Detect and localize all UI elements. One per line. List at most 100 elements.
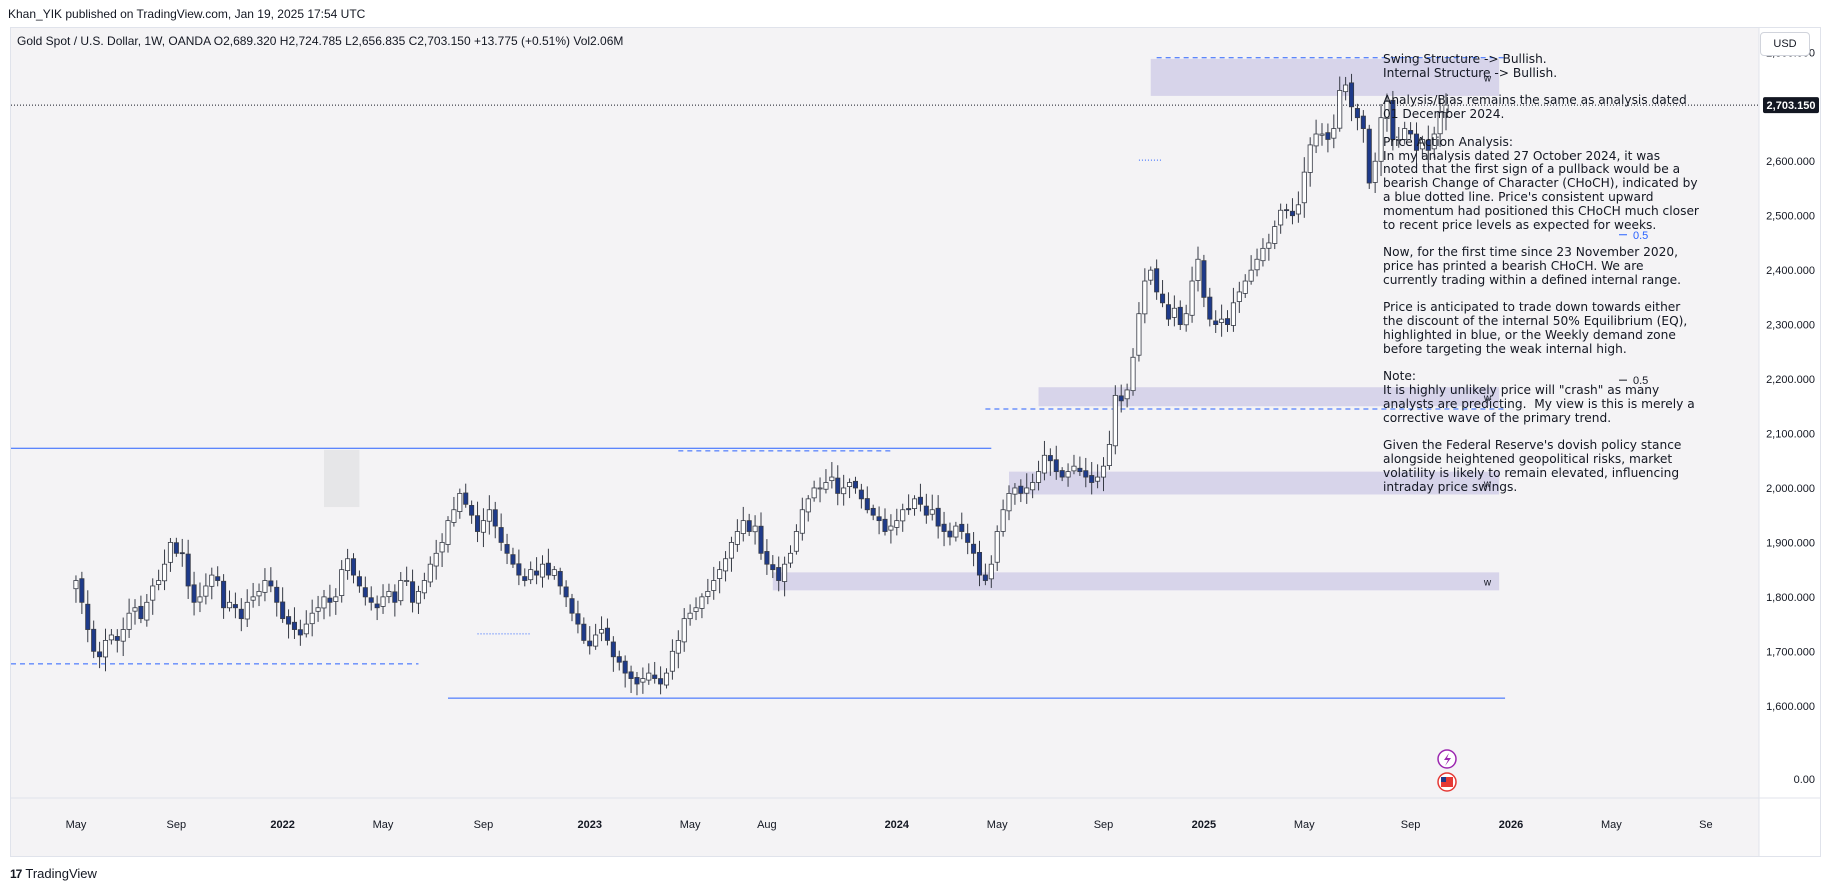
candle-up [717, 569, 723, 579]
candle-down [1349, 82, 1355, 108]
candle-up [303, 623, 309, 635]
candle-down [392, 591, 398, 603]
candle-down [1366, 128, 1372, 184]
candle-up [693, 607, 699, 612]
candle-up [256, 591, 262, 597]
candle-down [374, 603, 380, 609]
candle-down [522, 576, 528, 581]
candle-up [1012, 487, 1018, 495]
candle-down [923, 505, 929, 516]
candle-down [327, 597, 333, 603]
candle-up [120, 629, 126, 642]
candle-down [557, 571, 563, 587]
candle-down [498, 527, 504, 543]
candle-down [1354, 108, 1360, 119]
candle-up [528, 569, 534, 581]
candle-up [1384, 100, 1390, 119]
price-tick-label: 2,600.000 [1766, 156, 1815, 168]
candle-down [870, 507, 876, 516]
candle-down [1408, 130, 1414, 135]
candle-up [421, 580, 427, 594]
candle-down [291, 621, 297, 630]
time-tick-label: 2022 [270, 819, 294, 831]
candle-up [162, 563, 168, 582]
candle-down [504, 544, 510, 554]
candle-up [1100, 465, 1107, 478]
candle-up [108, 634, 114, 641]
candle-up [203, 585, 209, 597]
candle-down [835, 477, 841, 494]
candle-up [1236, 291, 1242, 302]
candle-up [1136, 313, 1142, 356]
candle-down [114, 636, 120, 641]
candle-up [699, 596, 705, 609]
candle-down [746, 520, 752, 532]
candle-down [1118, 395, 1124, 402]
candle-up [1041, 454, 1047, 474]
candle-down [232, 604, 238, 609]
time-tick-label: May [680, 819, 701, 831]
candle-up [894, 520, 900, 528]
demand-zone [772, 572, 1500, 591]
candle-down [179, 552, 185, 555]
candle-down [356, 576, 362, 587]
price-axis: 2,800.0002,700.0002,600.0002,500.0002,40… [1763, 47, 1819, 786]
candle-down [764, 551, 770, 565]
candle-down [864, 498, 870, 511]
us-flag-stripes [1441, 777, 1454, 787]
demand-zone [1009, 471, 1500, 495]
price-tick-label: 2,000.000 [1766, 483, 1815, 495]
candle-up [1402, 128, 1408, 140]
candle-up [752, 525, 758, 533]
candle-up [1431, 133, 1437, 150]
candle-up [1260, 247, 1266, 262]
candle-up [1319, 133, 1325, 136]
candle-down [97, 651, 103, 658]
candle-down [85, 603, 91, 630]
candle-up [321, 596, 327, 609]
candle-down [1213, 320, 1219, 326]
candle-down [971, 543, 977, 554]
candle-up [1142, 280, 1148, 315]
candle-down [1083, 470, 1089, 478]
candle-up [599, 629, 605, 634]
time-tick-label: May [1601, 819, 1622, 831]
candle-down [1360, 115, 1366, 129]
candle-down [628, 671, 634, 679]
candle-down [1224, 318, 1231, 326]
candle-up [156, 580, 162, 585]
time-axis: May Sep 2022 May Sep 2023 May Aug 2024 May Sep 2025… [66, 819, 1713, 831]
time-tick-label: May [66, 819, 87, 831]
candle-up [457, 493, 463, 512]
last-price-label: 2,703.150 [1767, 100, 1816, 112]
candle-down [563, 586, 569, 598]
candle-up [1124, 389, 1130, 400]
candle-up [805, 498, 811, 513]
candle-up [1372, 160, 1378, 183]
analysis-note: Swing Structure -> Bullish. Internal Str… [1383, 52, 1699, 494]
lightning-bolt [1444, 753, 1452, 766]
candle-up [398, 580, 404, 602]
candle-down [882, 518, 888, 532]
last-price-tag [1763, 97, 1819, 114]
candle-up [451, 509, 457, 523]
candle-up [244, 601, 250, 620]
candle-up [1396, 139, 1402, 141]
candle-up [1331, 128, 1337, 139]
candle-up [994, 531, 1000, 563]
candle-down [917, 496, 923, 505]
time-tick-label: 2026 [1499, 819, 1523, 831]
candle-up [799, 509, 805, 534]
candle-down [587, 640, 593, 647]
currency-button[interactable]: USD [1760, 32, 1810, 56]
candle-down [1207, 296, 1213, 320]
candle-up [929, 509, 935, 515]
candle-down [91, 628, 97, 652]
candle-down [1425, 139, 1431, 151]
candle-up [705, 591, 711, 597]
demand-zone [1150, 58, 1500, 96]
candle-down [268, 580, 274, 587]
candle-down [1154, 268, 1160, 293]
